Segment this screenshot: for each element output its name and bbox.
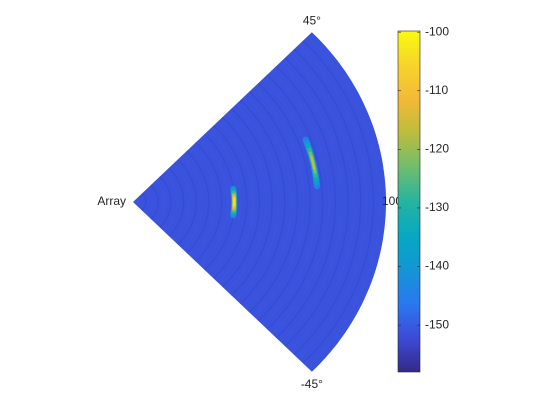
texture [208,129,242,275]
texture [199,137,229,267]
texture [284,57,349,347]
texture [262,78,318,326]
origin-label: Array [97,194,126,208]
texture [275,65,337,339]
texture [217,120,254,284]
texture [226,112,267,292]
colorbar [397,30,421,373]
texture [154,180,166,224]
texture [141,193,147,211]
texture [172,163,191,241]
texture [293,48,362,356]
texture [186,150,210,254]
texture [195,142,223,262]
texture [221,116,261,288]
texture [253,86,305,318]
angle-tick-label: -45° [301,377,323,391]
texture [177,159,197,245]
texture [239,99,286,305]
texture [163,171,178,233]
texture [289,53,356,351]
texture [244,95,292,309]
texture [181,154,204,250]
colorbar-tick-label: -100 [425,24,449,38]
colorbar-tick-label: -130 [425,200,449,214]
angle-tick-label: 45° [303,13,321,27]
texture [302,40,375,364]
texture [190,146,216,258]
texture [306,36,381,368]
texture [298,44,368,360]
texture [150,184,159,220]
texture [230,108,273,296]
texture [145,188,153,216]
texture [159,176,172,228]
colorbar-tick-label: -140 [425,259,449,273]
texture [213,125,248,279]
texture [266,74,324,330]
texture [137,197,140,207]
texture [280,61,343,343]
texture [168,167,185,237]
texture [248,91,299,313]
texture [235,103,280,301]
colorbar-tick-label: -110 [425,83,448,97]
sector [133,32,386,372]
colorbar-tick-label: -150 [425,317,449,331]
target [310,155,316,170]
texture [257,82,311,322]
texture [271,70,330,334]
colorbar-tick-label: -120 [425,142,449,156]
range-tick-label: 100 [382,194,402,208]
